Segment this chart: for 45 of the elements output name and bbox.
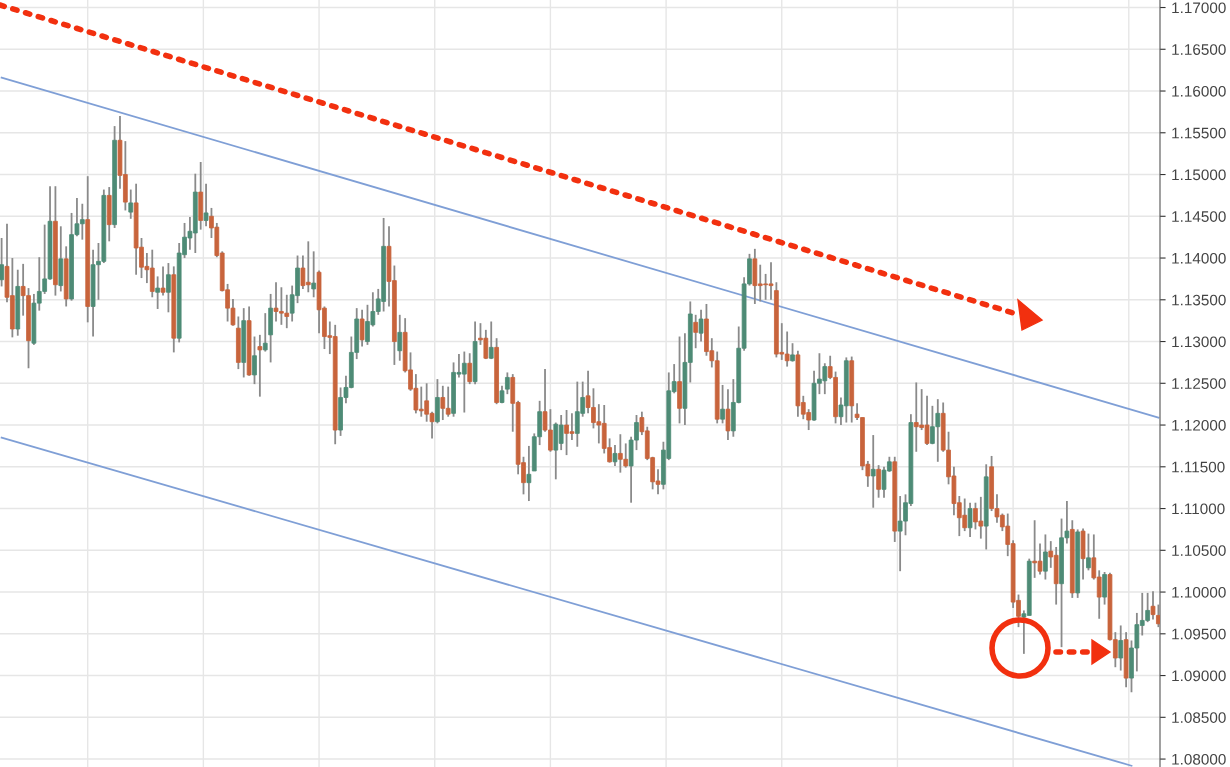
y-tick-label: 1.13000: [1172, 336, 1226, 348]
y-tick-label: 1.11000: [1172, 503, 1225, 515]
candlestick: [397, 313, 403, 362]
candlestick: [790, 342, 795, 363]
candlestick: [128, 188, 134, 220]
y-tick-label: 1.11500: [1172, 461, 1225, 473]
y-tick-label: 1.12500: [1172, 378, 1226, 389]
candlestick: [155, 275, 160, 310]
y-tick-label: 1.09000: [1172, 670, 1226, 682]
y-tick-label: 1.14000: [1172, 252, 1226, 264]
y-tick-label: 1.14500: [1172, 211, 1226, 222]
candlestick: [166, 262, 171, 314]
y-tick-label: 1.15000: [1172, 169, 1226, 181]
y-tick-label: 1.17000: [1172, 2, 1226, 14]
y-tick-label: 1.13500: [1172, 294, 1226, 306]
candlestick: [876, 464, 881, 499]
candlestick: [1086, 532, 1091, 572]
y-tick-label: 1.16500: [1172, 44, 1226, 55]
candlestick: [203, 182, 209, 228]
y-tick-label: 1.16000: [1172, 85, 1226, 97]
candlestick: [526, 445, 532, 502]
y-tick-label: 1.08000: [1172, 753, 1226, 765]
candlestick: [725, 388, 731, 441]
candlestick: [311, 250, 317, 299]
y-tick-label: 1.12000: [1172, 419, 1226, 431]
candlestick: [257, 333, 263, 398]
candlestick: [252, 335, 257, 386]
y-tick-label: 1.10000: [1172, 586, 1226, 598]
y-tick-label: 1.10500: [1172, 545, 1226, 556]
candlestick: [1118, 624, 1124, 672]
candlestick: [693, 313, 699, 350]
candlestick: [870, 434, 876, 509]
y-tick-label: 1.08500: [1172, 712, 1226, 723]
candlestick: [359, 308, 365, 348]
candlestick: [720, 384, 725, 425]
candlestick: [467, 352, 473, 386]
y-tick-label: 1.09500: [1172, 628, 1226, 640]
candlestick: [1102, 571, 1107, 606]
candlestick: [967, 501, 973, 538]
candlestick: [0, 237, 4, 288]
candlestick: [1043, 533, 1048, 581]
candlestick: [488, 320, 494, 360]
candlestick: [262, 312, 268, 353]
candlestick: [160, 265, 166, 297]
y-tick-label: 1.15500: [1172, 127, 1226, 139]
